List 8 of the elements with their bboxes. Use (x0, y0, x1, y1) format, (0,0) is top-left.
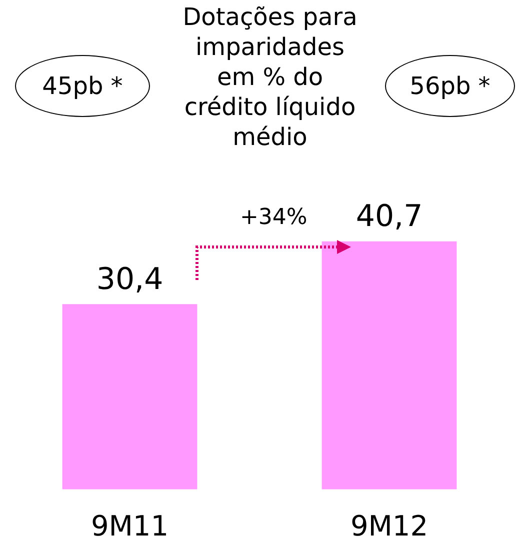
x-tick-label: 9M11 (90, 509, 169, 542)
oval-outline: 56pb * (385, 55, 515, 117)
data-label: 30,4 (96, 262, 164, 297)
data-label: 40,7 (356, 199, 423, 234)
chart-title: Dotações para imparidades em % do crédito líquido médio (182, 2, 358, 152)
oval-outline: 45pb * (15, 55, 150, 117)
text: +34% (240, 205, 308, 230)
x-tick-label: 9M12 (350, 509, 428, 542)
